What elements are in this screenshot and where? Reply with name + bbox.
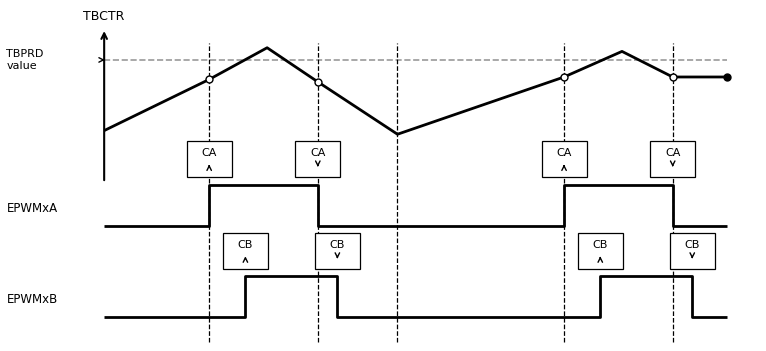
Text: TBCTR: TBCTR <box>83 11 125 24</box>
Text: CB: CB <box>329 240 345 250</box>
Text: TBPRD
value: TBPRD value <box>6 49 44 71</box>
FancyBboxPatch shape <box>669 233 715 269</box>
Text: CA: CA <box>310 148 326 158</box>
Text: CB: CB <box>685 240 700 250</box>
Text: CB: CB <box>237 240 253 250</box>
Text: CA: CA <box>556 148 571 158</box>
FancyBboxPatch shape <box>650 141 695 177</box>
Text: CA: CA <box>665 148 680 158</box>
Text: EPWMxB: EPWMxB <box>6 293 57 306</box>
Text: EPWMxA: EPWMxA <box>6 202 57 215</box>
Text: CB: CB <box>593 240 608 250</box>
FancyBboxPatch shape <box>187 141 231 177</box>
FancyBboxPatch shape <box>542 141 587 177</box>
FancyBboxPatch shape <box>578 233 623 269</box>
FancyBboxPatch shape <box>296 141 340 177</box>
FancyBboxPatch shape <box>315 233 360 269</box>
Text: CA: CA <box>201 148 217 158</box>
FancyBboxPatch shape <box>223 233 268 269</box>
